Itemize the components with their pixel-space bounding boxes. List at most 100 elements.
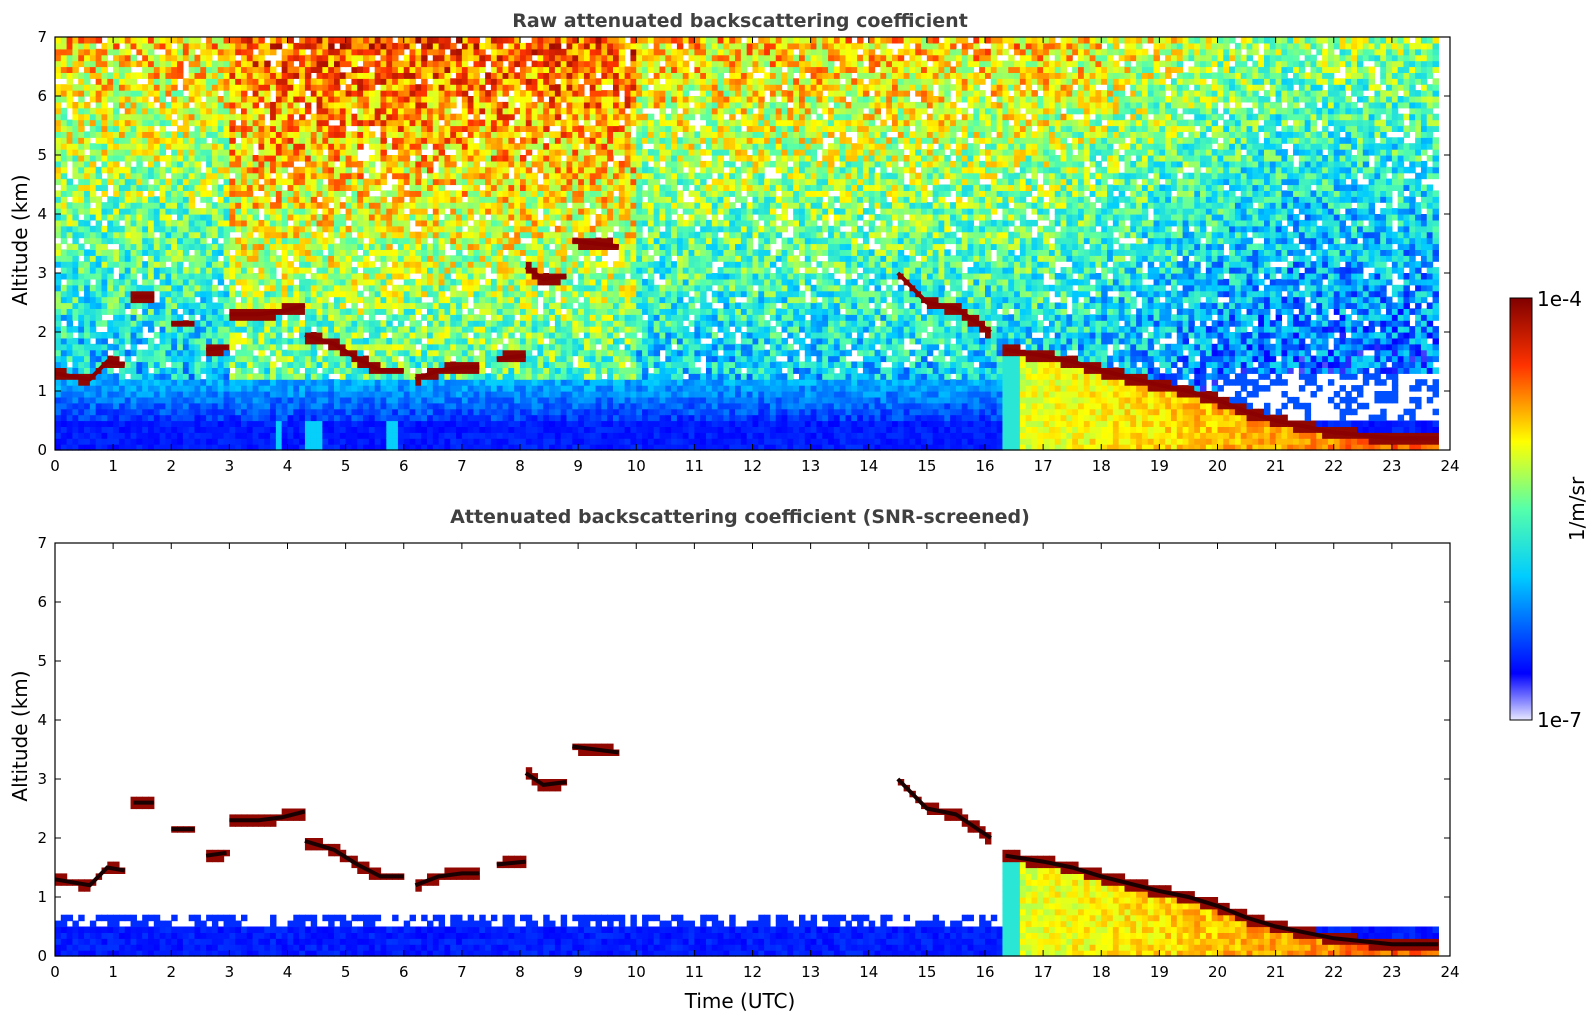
- heatmap-cell: [124, 178, 132, 186]
- heatmap-cell: [334, 438, 341, 445]
- heatmap-cell: [136, 196, 143, 203]
- heatmap-cell: [392, 202, 399, 209]
- heatmap-cell: [328, 190, 335, 197]
- heatmap-cell: [241, 290, 248, 298]
- heatmap-cell: [461, 90, 469, 97]
- heatmap-cell: [177, 408, 184, 416]
- heatmap-cell: [496, 119, 504, 127]
- heatmap-cell: [351, 172, 358, 180]
- heatmap-cell: [450, 90, 457, 97]
- heatmap-cell: [124, 367, 132, 374]
- heatmap-cell: [490, 66, 498, 73]
- heatmap-cell: [130, 42, 137, 50]
- heatmap-cell: [211, 373, 219, 380]
- heatmap-cell: [101, 420, 108, 427]
- heatmap-cell: [95, 172, 103, 180]
- heatmap-cell: [281, 296, 289, 304]
- heatmap-cell: [200, 432, 207, 439]
- heatmap-cell: [78, 166, 85, 174]
- heatmap-cell: [84, 367, 91, 374]
- heatmap-cell: [287, 438, 294, 445]
- heatmap-cell: [351, 208, 358, 215]
- heatmap-cell: [194, 184, 201, 191]
- heatmap-cell: [182, 101, 190, 109]
- heatmap-cell: [194, 332, 201, 339]
- heatmap-cell: [136, 320, 143, 327]
- heatmap-cell: [270, 432, 277, 439]
- heatmap-cell: [270, 131, 277, 138]
- heatmap-cell: [450, 208, 457, 215]
- heatmap-cell: [113, 290, 120, 298]
- heatmap-cell: [270, 402, 277, 410]
- heatmap-cell: [124, 196, 132, 203]
- heatmap-cell: [148, 219, 155, 227]
- heatmap-cell: [165, 237, 172, 245]
- heatmap-cell: [171, 337, 178, 345]
- heatmap-cell: [171, 137, 178, 144]
- heatmap-cell: [432, 296, 440, 304]
- heatmap-cell: [380, 78, 387, 85]
- heatmap-cell: [304, 190, 312, 197]
- heatmap-cell: [450, 408, 457, 416]
- heatmap-cell: [55, 379, 62, 386]
- heatmap-cell: [380, 337, 387, 345]
- heatmap-cell: [368, 261, 376, 268]
- heatmap-cell: [339, 249, 347, 256]
- heatmap-cell: [153, 444, 161, 451]
- heatmap-cell: [177, 42, 184, 50]
- heatmap-cell: [241, 178, 248, 186]
- heatmap-cell: [182, 255, 190, 262]
- heatmap-cell: [142, 225, 149, 233]
- heatmap-cell: [310, 296, 318, 304]
- heatmap-cell: [444, 391, 451, 398]
- heatmap-cell: [502, 408, 509, 416]
- heatmap-cell: [485, 190, 492, 197]
- heatmap-cell: [223, 219, 230, 227]
- heatmap-cell: [450, 119, 457, 127]
- heatmap-cell: [165, 349, 172, 357]
- heatmap-cell: [310, 373, 318, 380]
- heatmap-cell: [217, 113, 225, 121]
- heatmap-cell: [427, 267, 434, 274]
- heatmap-cell: [357, 320, 364, 327]
- heatmap-cell: [444, 420, 451, 427]
- heatmap-cell: [299, 42, 306, 50]
- heatmap-cell: [304, 172, 312, 180]
- heatmap-cell: [95, 332, 103, 339]
- heatmap-cell: [397, 361, 405, 368]
- heatmap-cell: [374, 66, 382, 73]
- heatmap-cell: [403, 101, 411, 109]
- heatmap-cell: [142, 237, 149, 245]
- heatmap-cell: [159, 243, 167, 250]
- heatmap-cell: [258, 155, 265, 162]
- heatmap-cell: [473, 54, 480, 62]
- heatmap-cell: [101, 66, 108, 73]
- heatmap-cell: [101, 184, 108, 191]
- heatmap-cell: [363, 113, 370, 121]
- heatmap-cell: [229, 343, 236, 351]
- heatmap-cell: [235, 290, 242, 298]
- heatmap-cell: [252, 202, 260, 209]
- heatmap-cell: [496, 243, 504, 250]
- heatmap-cell: [304, 444, 312, 451]
- heatmap-cell: [345, 237, 353, 245]
- heatmap-cell: [485, 249, 492, 256]
- heatmap-cell: [264, 243, 271, 250]
- heatmap-cell: [368, 426, 376, 433]
- heatmap-cell: [101, 367, 108, 374]
- heatmap-cell: [159, 343, 167, 351]
- heatmap-cell: [235, 420, 242, 427]
- heatmap-cell: [490, 349, 498, 357]
- heatmap-cell: [386, 96, 393, 103]
- heatmap-cell: [490, 131, 498, 138]
- heatmap-cell: [165, 314, 172, 321]
- heatmap-cell: [223, 231, 230, 239]
- heatmap-cell: [84, 90, 91, 97]
- heatmap-cell: [113, 426, 120, 433]
- heatmap-cell: [113, 143, 120, 150]
- heatmap-cell: [136, 143, 143, 150]
- heatmap-cell: [118, 131, 126, 138]
- heatmap-cell: [130, 396, 137, 404]
- heatmap-cell: [322, 273, 329, 280]
- heatmap-cell: [403, 408, 411, 416]
